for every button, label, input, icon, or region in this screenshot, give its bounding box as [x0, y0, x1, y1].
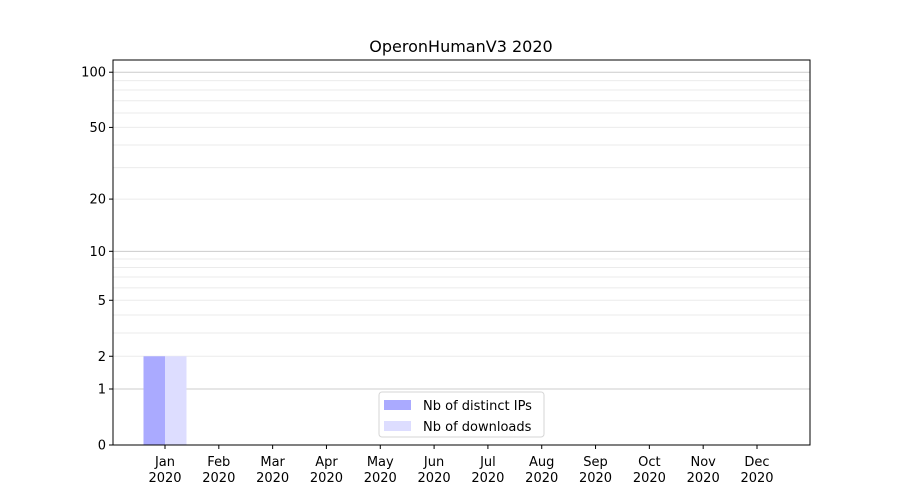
y-tick-label: 10 [89, 245, 106, 260]
x-tick-label: 2020 [633, 471, 666, 486]
x-tick-label: Aug [529, 455, 554, 470]
x-tick-label: Feb [207, 455, 230, 470]
chart-title: OperonHumanV3 2020 [369, 37, 552, 56]
x-tick-label: 2020 [579, 471, 612, 486]
x-tick-label: Apr [315, 455, 338, 470]
x-tick-label: Dec [744, 455, 769, 470]
x-tick-label: 2020 [148, 471, 181, 486]
y-tick-label: 2 [98, 350, 106, 365]
y-tick-label: 100 [81, 66, 106, 81]
x-tick-label: 2020 [310, 471, 343, 486]
x-tick-label: Sep [583, 455, 608, 470]
y-tick-label: 5 [98, 294, 106, 309]
y-tick-label: 1 [98, 383, 106, 398]
x-tick-label: 2020 [364, 471, 397, 486]
legend: Nb of distinct IPs Nb of downloads [378, 391, 545, 438]
x-tick-label: Jun [423, 455, 444, 470]
y-tick-label: 50 [89, 121, 106, 136]
x-tick-label: 2020 [256, 471, 289, 486]
legend-box [378, 391, 545, 438]
x-tick-label: Nov [690, 455, 716, 470]
legend-label: Nb of downloads [423, 420, 532, 435]
x-tick-label: May [367, 455, 394, 470]
bar [143, 356, 165, 445]
x-tick-label: 2020 [525, 471, 558, 486]
x-tick-label: 2020 [687, 471, 720, 486]
legend-swatch [384, 400, 411, 410]
plot-frame [112, 59, 811, 446]
x-tick-label: Oct [638, 455, 660, 470]
x-tick-label: Jul [479, 455, 496, 470]
bar [165, 356, 187, 445]
legend-label: Nb of distinct IPs [423, 399, 532, 414]
x-tick-label: Jan [154, 455, 175, 470]
x-tick-label: 2020 [740, 471, 773, 486]
x-tick-label: 2020 [418, 471, 451, 486]
legend-swatch [384, 421, 411, 431]
x-tick-label: Mar [260, 455, 285, 470]
x-tick-label: 2020 [471, 471, 504, 486]
y-tick-label: 0 [98, 439, 106, 454]
x-tick-label: 2020 [202, 471, 235, 486]
y-tick-label: 20 [89, 193, 106, 208]
